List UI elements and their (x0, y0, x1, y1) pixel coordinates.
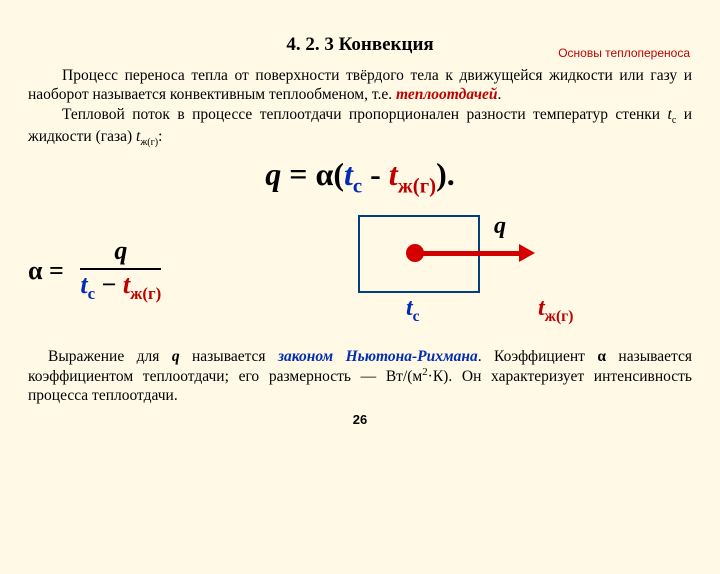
frac-eq: = (43, 256, 64, 285)
diag-tc: t (406, 295, 413, 321)
eq-dot: . (447, 156, 455, 192)
eq-q: q (265, 156, 281, 192)
alpha-definition: α = q tс − tж(г) (28, 236, 258, 304)
eq-open: ( (333, 156, 344, 192)
frac-den: tс − tж(г) (80, 270, 161, 304)
eq-minus: - (362, 156, 389, 192)
page-number: 26 (0, 412, 720, 427)
frac-tzh-sub: ж(г) (130, 285, 161, 304)
diag-tzh: t (538, 295, 545, 321)
frac-num: q (80, 236, 161, 268)
heat-flux-arrow (418, 251, 523, 256)
mid-row: α = q tс − tж(г) q tс tж(г) (28, 211, 692, 331)
frac-alpha: α (28, 256, 43, 285)
diag-tzh-sub: ж(г) (545, 307, 574, 324)
eq-tc: t (344, 156, 353, 192)
header-topic: Основы теплопереноса (558, 46, 690, 60)
p1-text-c: . (498, 86, 502, 103)
eq-close: ) (436, 156, 447, 192)
bot-alpha: α (597, 348, 606, 365)
bot-q: q (172, 348, 180, 365)
p2-tzh-sub: ж(г) (140, 138, 158, 149)
diagram-tc-label: tс (406, 295, 420, 326)
eq-tc-sub: с (353, 175, 362, 198)
eq-tzh-sub: ж(г) (398, 175, 436, 198)
p2-end: : (158, 128, 162, 145)
p2-text-a: Тепловой поток в процессе теплоотдачи пр… (62, 106, 668, 123)
paragraph-2: Тепловой поток в процессе теплоотдачи пр… (28, 105, 692, 150)
p1-text-a: Процесс переноса тепла от поверхности тв… (28, 67, 692, 103)
frac-minus: − (95, 270, 123, 299)
paragraph-1: Процесс переноса тепла от поверхности тв… (28, 66, 692, 105)
main-equation: q = α(tс - tж(г)). (0, 156, 720, 198)
frac-tc-sub: с (88, 285, 96, 304)
arrow-head-icon (519, 244, 535, 262)
bot-c: . Коэффициент (478, 348, 598, 365)
eq-tzh: t (389, 156, 398, 192)
paragraph-bottom: Выражение для q называется законом Ньюто… (28, 347, 692, 406)
bot-a: Выражение для (48, 348, 172, 365)
newton-richmann-law: законом Ньютона-Рихмана (278, 348, 478, 365)
convection-diagram: q tс tж(г) (298, 211, 588, 331)
diagram-q-label: q (494, 213, 506, 240)
bot-b: называется (180, 348, 278, 365)
eq-equals: = (281, 156, 315, 192)
eq-alpha: α (316, 156, 334, 192)
diag-tc-sub: с (413, 307, 420, 324)
frac-tc: t (80, 270, 87, 299)
term-teplootdacha: теплоотдачей (396, 86, 498, 103)
diagram-tzh-label: tж(г) (538, 295, 573, 326)
